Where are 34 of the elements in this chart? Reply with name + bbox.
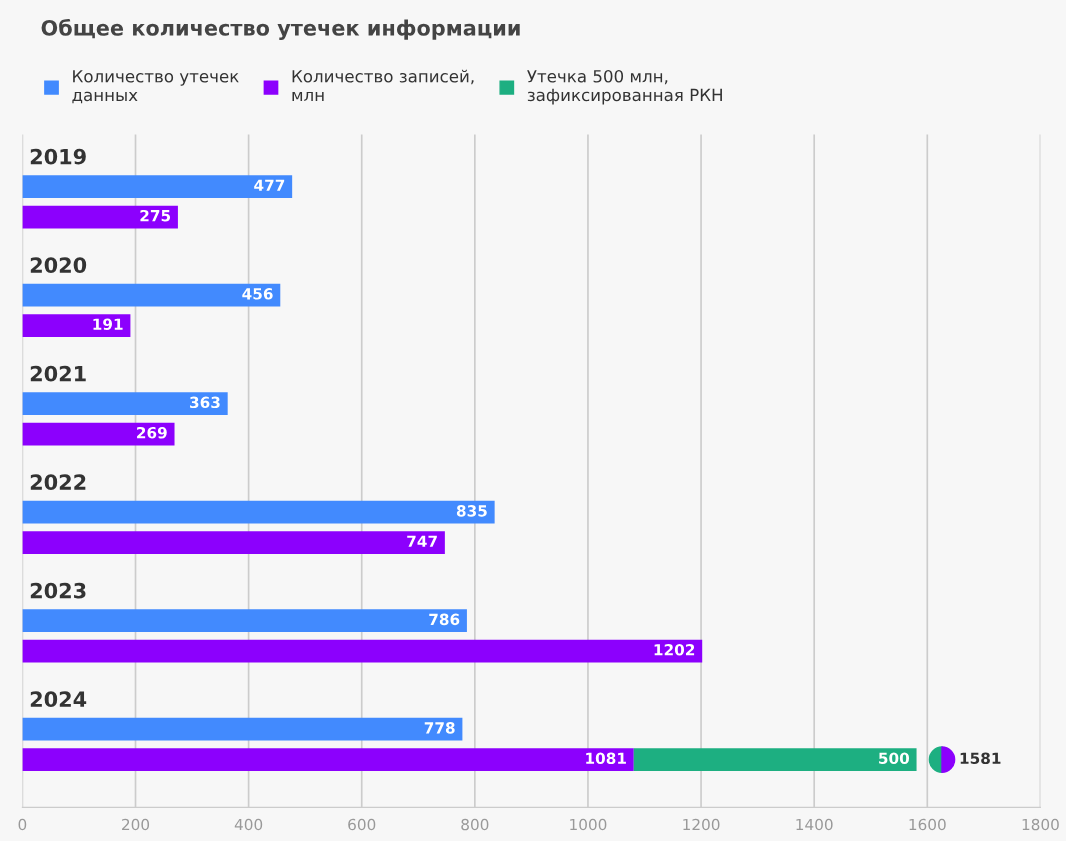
x-tick-label: 1200 — [683, 818, 720, 831]
data-label: 1202 — [654, 643, 695, 656]
x-tick-label: 200 — [122, 818, 150, 831]
legend-label: Утечка 500 млн, зафиксированная РКН — [527, 69, 722, 105]
x-tick-label: 1600 — [909, 818, 946, 831]
data-label: 275 — [140, 209, 171, 222]
y-tick-label: 2022 — [30, 474, 86, 491]
y-tick-label: 2024 — [30, 691, 87, 708]
chart-title: Общее количество утечек информации — [41, 18, 520, 40]
data-label: 191 — [93, 318, 123, 330]
x-tick-label: 1400 — [796, 818, 833, 831]
data-label: 456 — [242, 288, 273, 300]
data-label: 500 — [879, 752, 910, 765]
x-tick-label: 1800 — [1022, 818, 1059, 831]
data-label: 363 — [190, 396, 220, 409]
data-label: 786 — [429, 613, 460, 626]
y-tick-label: 2019 — [30, 148, 86, 165]
x-tick-label: 400 — [234, 818, 263, 831]
x-tick-label: 800 — [461, 818, 489, 831]
annotation: 1581 — [960, 752, 1001, 765]
legend-label: Количество записей, млн — [292, 69, 474, 101]
y-tick-label: 2020 — [30, 257, 87, 273]
data-label: 1081 — [586, 752, 626, 765]
x-tick-label: 1000 — [570, 818, 607, 831]
y-tick-label: 2021 — [30, 365, 86, 382]
data-label: 835 — [456, 505, 487, 517]
data-label: 747 — [407, 535, 437, 547]
data-label: 269 — [137, 426, 167, 439]
x-tick-label: 0 — [18, 818, 27, 831]
data-label: 477 — [254, 179, 285, 191]
legend-label: Количество утечек данных — [72, 70, 239, 104]
y-tick-label: 2023 — [30, 582, 86, 599]
x-tick-label: 600 — [348, 818, 376, 831]
data-label: 778 — [424, 722, 455, 734]
